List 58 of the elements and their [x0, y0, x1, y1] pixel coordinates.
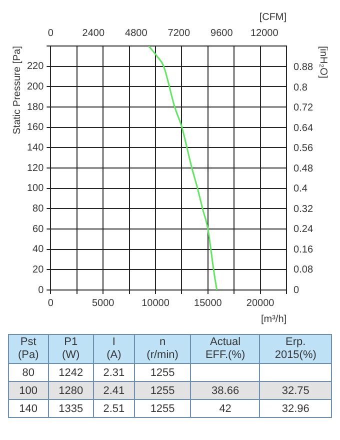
x2-tick-label: 0: [48, 28, 54, 39]
x2-tick-label: 7200: [168, 28, 190, 39]
text: 2.41: [103, 384, 125, 396]
text: 1335: [58, 402, 84, 414]
x-tick-label: 15000: [194, 298, 222, 309]
y2-tick-label: 0.08: [294, 264, 314, 276]
y-tick-label: 220: [26, 61, 44, 72]
y-axis-title: Static Pressure [Pa]: [12, 46, 23, 134]
y2-tick-label: 0.16: [294, 244, 314, 256]
text: 1255: [150, 402, 175, 414]
y2-tick-label: 0.4: [294, 184, 308, 195]
x2-tick-label: 2400: [82, 28, 105, 39]
category-label: Erp. 2015(%): [260, 334, 332, 364]
x2-tick-label: 4800: [125, 28, 148, 39]
y2-tick-label: 0.72: [294, 102, 314, 114]
x-tick-label: 10000: [142, 298, 170, 309]
y-tick-label: 140: [26, 142, 44, 154]
y-tick-label: 0: [38, 284, 44, 296]
text: 1242: [58, 366, 84, 378]
x2-tick-label: 9600: [210, 28, 234, 39]
x-tick-label: 5000: [92, 298, 115, 309]
y-tick-label: 100: [26, 183, 44, 194]
y-tick-label: 20: [32, 264, 44, 276]
text: 32.75: [282, 384, 310, 396]
x-tick-label: 20000: [246, 298, 275, 309]
category-label: Actual EFF.(%): [190, 334, 260, 364]
category-label: P1 (W): [48, 334, 94, 364]
y-tick-label: 60: [32, 224, 44, 235]
category-label: Pst (Pa): [8, 334, 48, 364]
text: 1255: [150, 384, 175, 396]
x-axis-title: [m³/h]: [260, 314, 287, 325]
text: 32.96: [282, 402, 310, 414]
text: 38.66: [212, 384, 240, 396]
text: 42: [219, 402, 232, 414]
y-tick-label: 180: [26, 102, 44, 113]
text: 1280: [58, 384, 84, 396]
x2-tick-label: 12000: [250, 28, 279, 39]
y2-tick-label: 0.8: [294, 82, 308, 94]
y2-tick-label: 0.88: [294, 62, 314, 74]
y-tick-label: 160: [26, 122, 44, 134]
y-tick-label: 80: [32, 203, 44, 214]
text: 2.51: [103, 402, 125, 414]
y2-axis-title: [inH₂O]: [317, 46, 328, 78]
text: 2.31: [103, 366, 125, 378]
y2-tick-label: 0: [294, 284, 300, 296]
y-tick-label: 40: [32, 244, 44, 256]
y2-tick-label: 0.64: [294, 122, 314, 134]
x-tick-label: 0: [48, 298, 54, 309]
y2-tick-label: 0.24: [294, 224, 314, 236]
x2-axis-title: [CFM]: [259, 12, 287, 23]
y-tick-label: 120: [26, 162, 44, 174]
y2-tick-label: 0.48: [294, 163, 314, 174]
y-tick-label: 200: [26, 81, 44, 92]
category-label: I (A): [94, 334, 134, 364]
category-label: n (r/min): [134, 334, 191, 364]
y2-tick-label: 0.32: [294, 204, 314, 215]
text: 1255: [150, 366, 175, 378]
y2-tick-label: 0.56: [294, 143, 314, 154]
